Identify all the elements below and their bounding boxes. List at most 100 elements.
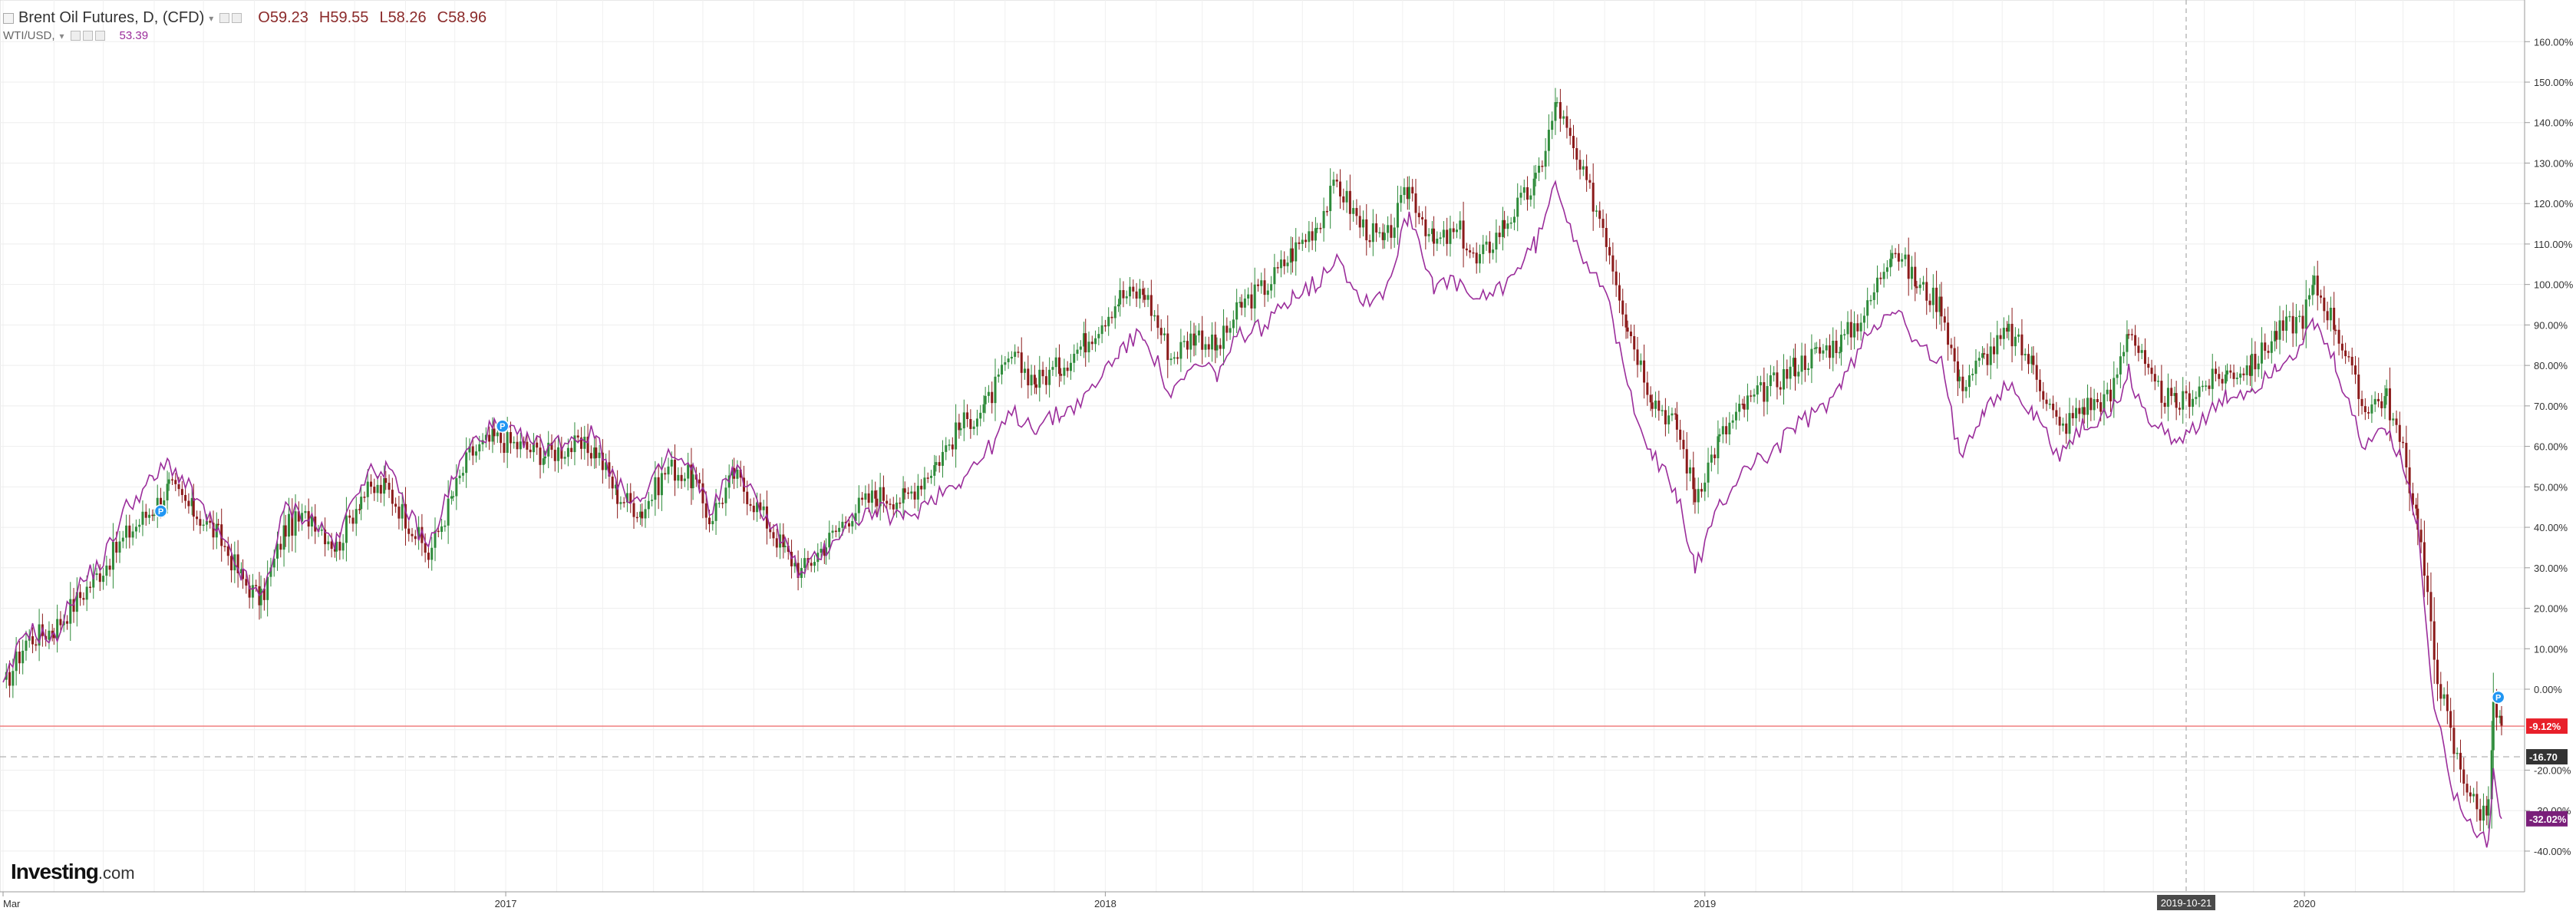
candle-body (1339, 181, 1342, 196)
candle-body (59, 619, 62, 625)
close-icon[interactable] (232, 13, 242, 23)
candle-body (1273, 267, 1276, 285)
settings-icon[interactable] (82, 31, 93, 41)
candle-body (1636, 349, 1639, 365)
chevron-down-icon[interactable]: ▾ (209, 12, 214, 24)
candle-body (2313, 276, 2316, 286)
candle-body (2215, 368, 2218, 375)
candle-body (1304, 239, 1308, 243)
candle-body (831, 530, 834, 533)
candle-body (639, 511, 642, 517)
candle-body (2344, 350, 2347, 357)
candle-body (698, 479, 701, 484)
y-tick-label: 150.00% (2534, 77, 2574, 88)
event-marker-label: P (500, 422, 505, 431)
candle-body (2201, 385, 2204, 388)
candle-body (982, 404, 985, 413)
candle-body (2218, 374, 2221, 379)
candle-body (2257, 363, 2260, 370)
candle-body (1411, 186, 1414, 194)
candle-body (605, 462, 608, 470)
visibility-icon[interactable] (70, 31, 81, 41)
candle-body (102, 576, 105, 583)
candle-body (82, 598, 85, 600)
candle-body (500, 432, 503, 444)
event-marker-label: P (2495, 694, 2501, 703)
candle-body (2103, 394, 2106, 412)
candle-body (674, 459, 677, 481)
x-axis[interactable]: Mar 2017 2018 2019 2020 2019-10-21 (0, 891, 2525, 910)
candle-body (360, 497, 363, 510)
candle-body (563, 457, 566, 459)
candle-body (1578, 160, 1582, 170)
open-label: O (258, 9, 270, 26)
candle-body (2211, 368, 2214, 389)
candle-body (1314, 228, 1317, 241)
candle-body (384, 478, 388, 484)
candle-body (1866, 300, 1869, 316)
candle-body (867, 493, 870, 503)
secondary-series-title[interactable]: WTI/USD, (3, 29, 55, 42)
candle-body (2122, 352, 2126, 357)
chevron-down-icon[interactable]: ▾ (59, 30, 64, 41)
candle-body (1734, 411, 1737, 421)
candle-body (1060, 374, 1063, 376)
candle-body (118, 541, 121, 553)
y-tick-label: 140.00% (2534, 117, 2574, 129)
candle-body (1083, 333, 1086, 347)
candle-body (654, 477, 657, 500)
candle-body (955, 422, 958, 450)
candle-body (2316, 276, 2319, 296)
candle-body (1149, 295, 1153, 316)
candle-body (383, 478, 386, 494)
collapse-icon[interactable] (3, 12, 14, 24)
candle-body (2205, 385, 2208, 387)
candle-body (85, 586, 88, 600)
settings-icon[interactable] (219, 13, 230, 23)
candle-body (196, 517, 199, 520)
candle-body (1166, 333, 1169, 361)
candle-body (560, 447, 563, 459)
candle-body (2116, 374, 2119, 378)
candle-body (929, 475, 932, 478)
candle-body (1250, 294, 1253, 309)
candle-body (1529, 195, 1532, 200)
candle-body (717, 503, 721, 504)
candle-body (1501, 219, 1504, 237)
candle-body (1554, 102, 1557, 121)
event-markers[interactable]: P P P (153, 419, 2505, 705)
candle-body (2329, 307, 2332, 321)
candle-body (187, 500, 190, 507)
candle-body (1232, 319, 1235, 328)
candle-body (2173, 393, 2176, 396)
candle-body (15, 652, 18, 672)
candle-body (471, 446, 474, 456)
candle-body (2006, 328, 2009, 332)
main-series-title[interactable]: Brent Oil Futures, D, (CFD) (18, 9, 205, 26)
candle-body (1697, 489, 1700, 503)
candle-body (1079, 346, 1082, 350)
event-marker (2491, 690, 2505, 705)
candle-body (1263, 280, 1266, 295)
candle-body (1396, 203, 1399, 228)
close-icon[interactable] (94, 31, 105, 41)
candle-body (576, 435, 579, 438)
candle-body (484, 434, 487, 441)
candle-body (2439, 684, 2442, 699)
candle-body (69, 599, 72, 624)
candle-body (1204, 344, 1207, 350)
candle-body (1030, 375, 1033, 386)
candle-body (330, 541, 333, 550)
candle-body (1173, 357, 1176, 359)
candle-body (2086, 398, 2089, 415)
candle-body (1819, 347, 1822, 354)
candle-body (1894, 253, 1897, 255)
candle-body (1485, 241, 1488, 245)
candle-body (447, 498, 450, 526)
candle-body (938, 462, 941, 466)
candle-body (2134, 335, 2137, 346)
candle-body (2127, 334, 2130, 335)
investing-logo[interactable]: Investing.com (11, 860, 135, 884)
candle-body (366, 481, 369, 497)
